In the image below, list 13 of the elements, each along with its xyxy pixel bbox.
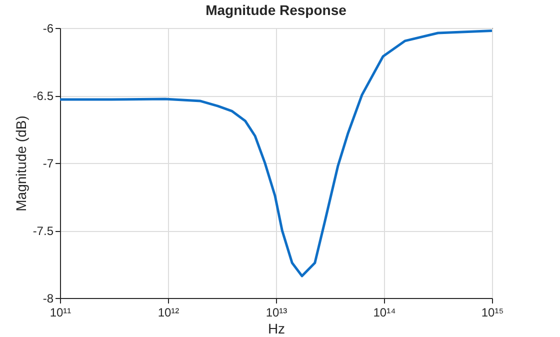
y-tick-label: -7.5 [32,224,54,238]
x-tick-label: 10¹¹ [50,306,72,320]
y-tick-label: -7 [42,156,54,170]
chart-title: Magnitude Response [206,2,347,18]
x-tick-label: 10¹³ [266,306,288,320]
x-tick-label: 10¹⁵ [481,306,504,320]
y-tick-label: -8 [42,292,54,306]
y-axis-title: Magnitude (dB) [12,116,29,212]
x-tick-label: 10¹⁴ [373,306,396,320]
y-tick-label: -6 [42,22,54,36]
x-tick-label: 10¹² [158,306,180,320]
x-axis-title: Hz [268,320,286,336]
y-tick-label: -6.5 [32,89,54,103]
